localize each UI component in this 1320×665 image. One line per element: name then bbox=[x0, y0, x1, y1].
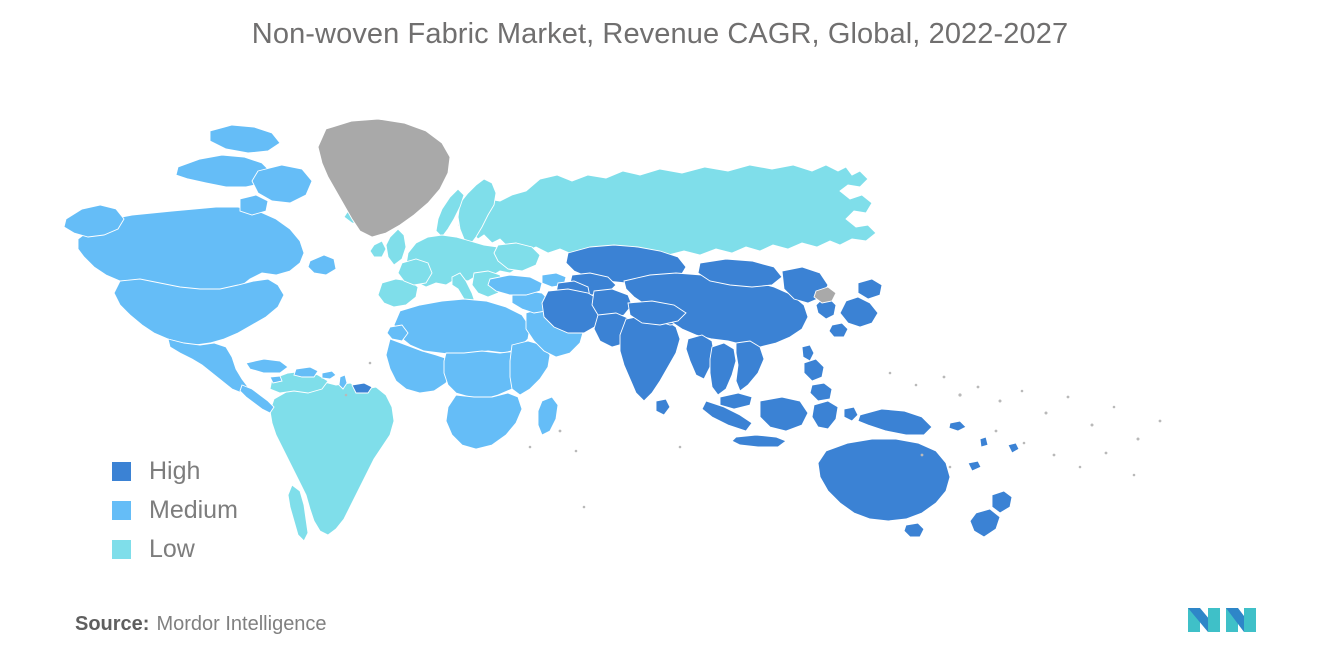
region-hispaniola bbox=[293, 366, 319, 378]
region-java bbox=[731, 434, 787, 448]
region-new-zealand-north bbox=[991, 490, 1013, 514]
region-sulawesi bbox=[811, 400, 839, 430]
region-vanuatu bbox=[979, 436, 989, 448]
region-ukraine bbox=[493, 242, 541, 272]
region-solomon-islands bbox=[948, 420, 967, 432]
region-jamaica bbox=[269, 375, 283, 384]
region-sri-lanka bbox=[655, 398, 671, 416]
region-japan-hokkaido bbox=[857, 278, 883, 300]
legend-item-medium[interactable]: Medium bbox=[112, 491, 312, 530]
region-japan-honshu bbox=[839, 296, 879, 328]
region-new-caledonia bbox=[967, 460, 982, 472]
region-russia bbox=[457, 164, 877, 256]
region-baffin bbox=[251, 164, 313, 204]
region-fiji bbox=[1007, 442, 1020, 454]
region-africa-south bbox=[445, 392, 523, 450]
region-philippines-mindanao bbox=[809, 382, 833, 402]
region-new-zealand-south bbox=[969, 508, 1001, 538]
region-france bbox=[397, 258, 433, 286]
legend-label-high: High bbox=[149, 457, 201, 485]
micro-islands bbox=[344, 361, 1162, 509]
mordor-intelligence-logo-icon bbox=[1188, 608, 1256, 632]
legend-swatch-low bbox=[112, 540, 131, 559]
region-japan-kyushu bbox=[828, 322, 849, 338]
region-north-korea bbox=[813, 286, 837, 304]
region-afghanistan bbox=[591, 288, 633, 320]
region-mongolia bbox=[697, 258, 783, 288]
source-label: Source: bbox=[75, 613, 150, 635]
region-scandinavia bbox=[457, 178, 497, 246]
region-cuba bbox=[245, 358, 289, 374]
legend-item-low[interactable]: Low bbox=[112, 530, 312, 569]
region-africa-west bbox=[385, 338, 453, 394]
legend-label-low: Low bbox=[149, 535, 195, 563]
region-iran bbox=[541, 288, 607, 334]
legend-swatch-medium bbox=[112, 501, 131, 520]
region-central-america bbox=[239, 384, 275, 414]
region-maluku bbox=[843, 406, 859, 422]
region-borneo bbox=[759, 396, 809, 432]
region-group-low bbox=[269, 164, 877, 542]
region-philippines-luzon bbox=[803, 358, 825, 382]
region-british-isles bbox=[385, 228, 407, 266]
region-tibet bbox=[627, 300, 687, 326]
region-hudson-islands bbox=[239, 194, 269, 216]
region-group-no-data bbox=[317, 118, 837, 342]
region-western-sahara bbox=[386, 324, 409, 342]
world-map-container bbox=[60, 95, 1260, 565]
source-value: Mordor Intelligence bbox=[156, 613, 327, 635]
region-guyana-suriname bbox=[351, 382, 373, 394]
region-puerto-rico bbox=[321, 370, 337, 380]
region-chile-south bbox=[287, 484, 309, 542]
region-turkey bbox=[487, 274, 543, 296]
region-lesser-antilles bbox=[338, 374, 348, 390]
world-map bbox=[60, 95, 1260, 565]
region-greenland bbox=[317, 118, 451, 238]
region-norway bbox=[435, 188, 465, 238]
region-tasmania bbox=[903, 522, 925, 538]
region-malaysia bbox=[719, 392, 753, 410]
region-myanmar bbox=[685, 334, 715, 380]
region-papua-new-guinea bbox=[857, 408, 933, 436]
region-madagascar bbox=[537, 396, 559, 436]
legend-swatch-high bbox=[112, 462, 131, 481]
region-arctic-islands-2 bbox=[209, 124, 281, 154]
region-taiwan bbox=[801, 344, 815, 362]
region-ireland bbox=[369, 240, 387, 258]
region-united-states bbox=[113, 278, 285, 346]
region-alaska bbox=[63, 204, 125, 238]
legend-label-medium: Medium bbox=[149, 496, 238, 524]
region-thailand bbox=[709, 342, 737, 396]
region-sumatra bbox=[701, 400, 753, 432]
map-legend: High Medium Low bbox=[112, 452, 312, 569]
page-title: Non-woven Fabric Market, Revenue CAGR, G… bbox=[251, 18, 1069, 50]
region-group-high bbox=[351, 244, 1020, 538]
region-vietnam bbox=[735, 340, 765, 392]
legend-item-high[interactable]: High bbox=[112, 452, 312, 491]
source-line: Source: Mordor Intelligence bbox=[75, 613, 327, 636]
region-australia bbox=[817, 438, 951, 522]
region-newfoundland bbox=[307, 254, 337, 276]
